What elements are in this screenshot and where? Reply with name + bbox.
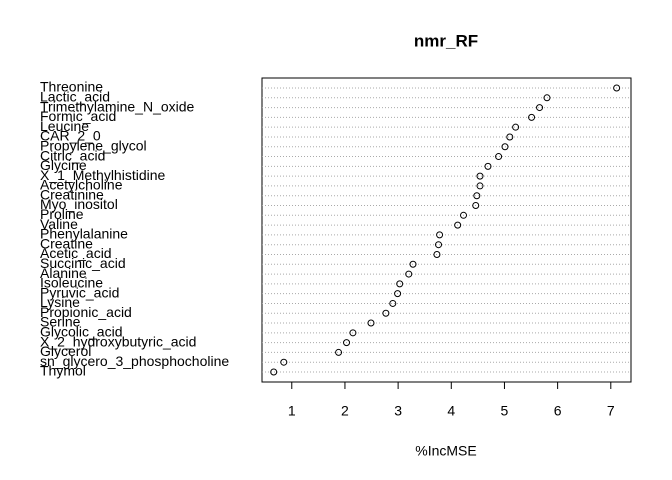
y-tick-label: Glycine <box>40 157 87 173</box>
dot <box>382 309 390 317</box>
dot <box>433 250 441 258</box>
x-tick-label: 3 <box>394 403 402 419</box>
y-tick-label: Acetic_acid <box>40 245 112 261</box>
dot <box>435 241 443 249</box>
y-tick-label: Leucine <box>40 118 89 134</box>
x-tick-label: 5 <box>501 403 509 419</box>
dot <box>349 329 357 337</box>
y-tick-label: Proline <box>40 206 84 222</box>
dot <box>495 153 503 161</box>
chart-title: nmr_RF <box>414 31 478 50</box>
y-tick-label: Trimethylamine_N_oxide <box>40 98 195 114</box>
dot <box>436 231 444 239</box>
y-tick-label: Glycerol <box>40 343 91 359</box>
dot <box>460 211 468 219</box>
dot <box>476 172 484 180</box>
plot-frame <box>261 77 632 383</box>
dot <box>367 319 375 327</box>
y-tick-label: Thymol <box>40 363 86 379</box>
y-tick-label: Acetylcholine <box>40 177 123 193</box>
dot <box>394 290 402 298</box>
y-tick-label: Creatine <box>40 235 93 251</box>
y-tick-label: CAR_2_0 <box>40 128 101 144</box>
dot <box>280 358 288 366</box>
y-tick-label: Propylene_glycol <box>40 137 147 153</box>
dot <box>270 368 278 376</box>
dot <box>484 162 492 170</box>
dot <box>389 299 397 307</box>
y-tick-label: Serine <box>40 314 81 330</box>
y-tick-label: Succinic_acid <box>40 255 126 271</box>
y-tick-label: Myo_inositol <box>40 196 118 212</box>
dot <box>405 270 413 278</box>
x-tick-label: 4 <box>447 403 455 419</box>
dot <box>536 104 544 112</box>
x-tick-label: 6 <box>554 403 562 419</box>
y-tick-label: Lysine <box>40 294 80 310</box>
y-tick-label: X_2_hydroxybutyric_acid <box>40 333 196 349</box>
dot <box>543 94 551 102</box>
dot <box>343 339 351 347</box>
x-axis-label: %IncMSE <box>415 443 476 459</box>
x-tick-label: 7 <box>607 403 615 419</box>
y-tick-label: Pyruvic_acid <box>40 284 119 300</box>
y-tick-label: Propionic_acid <box>40 304 132 320</box>
dot <box>613 84 621 92</box>
dot <box>472 202 480 210</box>
dot <box>506 133 514 141</box>
dot <box>501 143 509 151</box>
y-tick-label: Glycolic_acid <box>40 324 122 340</box>
y-tick-label: Creatinine <box>40 186 104 202</box>
x-tick-label: 1 <box>288 403 296 419</box>
y-tick-label: Lactic_acid <box>40 88 110 104</box>
dot <box>528 113 536 121</box>
dot <box>454 221 462 229</box>
y-tick-label: Isoleucine <box>40 275 103 291</box>
y-tick-label: Formic_acid <box>40 108 116 124</box>
dot <box>473 192 481 200</box>
y-tick-label: X_1_Methylhistidine <box>40 167 166 183</box>
y-tick-label: Threonine <box>40 79 103 95</box>
dot <box>476 182 484 190</box>
y-tick-label: sn_glycero_3_phosphocholine <box>40 353 229 369</box>
y-tick-label: Alanine <box>40 265 87 281</box>
dot <box>409 260 417 268</box>
y-tick-label: Valine <box>40 216 78 232</box>
dot <box>335 348 343 356</box>
dot <box>396 280 404 288</box>
y-tick-label: Citric_acid <box>40 147 105 163</box>
y-tick-label: Phenylalanine <box>40 226 128 242</box>
x-tick-label: 2 <box>341 403 349 419</box>
dot <box>512 123 520 131</box>
